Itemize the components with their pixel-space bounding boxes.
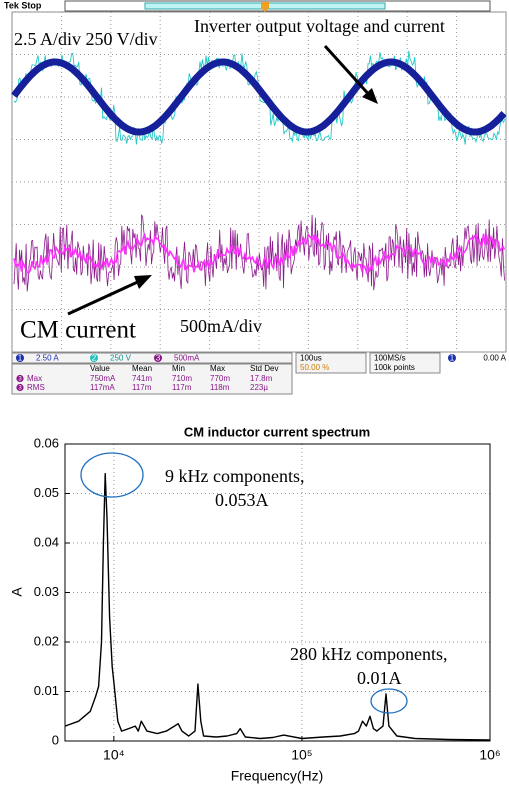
y-tick-label: 0.02 bbox=[34, 633, 59, 648]
measurement-header: Mean bbox=[132, 364, 152, 373]
scope-status: Tek Stop bbox=[4, 0, 42, 10]
y-tick-label: 0.01 bbox=[34, 683, 59, 698]
measurement-value: 117m bbox=[172, 383, 192, 392]
measurement-header: Std Dev bbox=[250, 364, 278, 373]
measurement-header: Min bbox=[172, 364, 185, 373]
measurement-value: 117mA bbox=[90, 383, 115, 392]
cm-note: CM current bbox=[20, 317, 136, 344]
y-tick-label: 0.03 bbox=[34, 584, 59, 599]
measurement-value: 118m bbox=[210, 383, 230, 392]
y-tick-label: 0 bbox=[52, 732, 59, 747]
scale-note: 2.5 A/div 250 V/div bbox=[14, 29, 158, 49]
measurement-value: 750mA bbox=[90, 374, 116, 383]
measurement-value: 17.8m bbox=[250, 374, 273, 383]
trigger-position: 50.00 % bbox=[300, 363, 329, 372]
y-tick-label: 0.06 bbox=[34, 435, 59, 450]
channel-id: 1 bbox=[18, 354, 23, 363]
annotation: 280 kHz components, bbox=[290, 644, 447, 664]
measurement-header: Value bbox=[90, 364, 110, 373]
voltage-note: Inverter output voltage and current bbox=[194, 16, 445, 36]
trigger-channel: 1 bbox=[450, 354, 455, 363]
timebase: 100us bbox=[300, 354, 322, 363]
y-tick-label: 0.04 bbox=[34, 534, 59, 549]
annotation: 0.01A bbox=[357, 668, 402, 688]
y-axis-label: A bbox=[9, 587, 25, 597]
measurement-value: 223µ bbox=[250, 383, 268, 392]
chart-title: CM inductor current spectrum bbox=[184, 424, 370, 439]
measurement-value: 770m bbox=[210, 374, 230, 383]
channel-id: 3 bbox=[156, 354, 161, 363]
page: Tek Stop 2.5 A/div 250 V/div Inverter ou… bbox=[0, 0, 509, 791]
record-length: 100k points bbox=[374, 363, 415, 372]
x-tick-label: 10⁴ bbox=[103, 747, 125, 763]
channel-scale: 250 V bbox=[110, 354, 132, 363]
x-axis-label: Frequency(Hz) bbox=[231, 768, 324, 784]
sample-rate: 100MS/s bbox=[374, 354, 406, 363]
measurement-label: RMS bbox=[27, 383, 45, 392]
cm-scale-note: 500mA/div bbox=[180, 316, 262, 336]
measurement-label: Max bbox=[27, 374, 42, 383]
channel-id: 2 bbox=[92, 354, 97, 363]
figure: Tek Stop 2.5 A/div 250 V/div Inverter ou… bbox=[0, 0, 509, 791]
x-tick-label: 10⁵ bbox=[291, 747, 312, 763]
channel-scale: 2.50 A bbox=[36, 354, 59, 363]
x-tick-label: 10⁶ bbox=[479, 747, 500, 763]
trigger-level: 0.00 A bbox=[483, 354, 506, 363]
channel-scale: 500mA bbox=[174, 354, 200, 363]
measurement-value: 117m bbox=[132, 383, 152, 392]
measurement-header: Max bbox=[210, 364, 225, 373]
measurement-value: 741m bbox=[132, 374, 152, 383]
annotation: 9 kHz components, bbox=[165, 466, 304, 486]
annotation: 0.053A bbox=[215, 490, 269, 510]
measurement-value: 710m bbox=[172, 374, 192, 383]
y-tick-label: 0.05 bbox=[34, 485, 59, 500]
